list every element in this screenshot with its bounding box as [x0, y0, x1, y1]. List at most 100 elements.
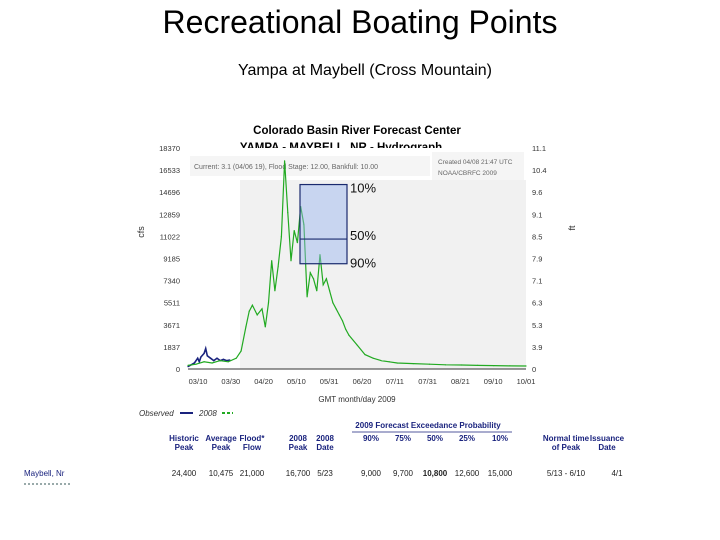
table-header: 75%	[395, 434, 411, 443]
data-point-2008	[256, 314, 258, 316]
y-tick-right: 5.3	[532, 321, 542, 330]
x-tick: 06/20	[353, 377, 372, 386]
y-tick-left: 12859	[159, 210, 180, 219]
data-point-2008	[444, 364, 447, 366]
exceedance-label: 10%	[350, 181, 376, 196]
data-point-2008	[335, 308, 337, 310]
data-point-2008	[264, 326, 266, 328]
data-point-2008	[203, 361, 205, 363]
y-tick-right: 8.5	[532, 232, 542, 241]
data-point-2008	[309, 272, 311, 274]
table-cell: 9,000	[361, 469, 382, 478]
data-point-2008	[356, 344, 358, 346]
data-point-2008	[316, 290, 318, 292]
table-header: 90%	[363, 434, 379, 443]
data-point-2008	[293, 230, 295, 232]
data-point-2008	[322, 284, 324, 286]
x-tick: 03/10	[189, 377, 208, 386]
data-point-2008	[283, 160, 286, 162]
exceedance-label: 50%	[350, 228, 376, 243]
y-axis-left-label: cfs	[136, 226, 146, 238]
data-point-2008	[338, 314, 340, 316]
x-axis: 03/10 03/30 04/20 05/10 05/31 06/20 07/11 07/31…	[189, 377, 536, 386]
y-tick-right: 11.1	[532, 144, 546, 153]
exceedance-box	[299, 183, 348, 265]
y-tick-right: 6.3	[532, 299, 542, 308]
data-point-2008	[240, 350, 242, 352]
series-line-observed	[187, 345, 230, 368]
data-point-2008	[396, 362, 398, 364]
table-row-label: Maybell, Nr	[24, 469, 65, 478]
x-tick: 03/30	[221, 377, 240, 386]
y-tick-left: 7340	[163, 277, 180, 286]
x-tick: 09/10	[484, 377, 503, 386]
slide-title: Recreational Boating Points	[162, 4, 558, 40]
data-point-2008	[296, 242, 299, 244]
table-header: 2008	[289, 434, 307, 443]
table-cell: 21,000	[240, 469, 265, 478]
data-point-2008	[290, 260, 292, 262]
y-tick-left: 5511	[164, 299, 180, 308]
table-header: 10%	[492, 434, 508, 443]
data-point-2008	[195, 363, 197, 365]
data-point-2008	[277, 266, 279, 268]
data-point-2008	[274, 290, 276, 292]
y-axis-right-label: ft	[567, 225, 577, 231]
y-axis-left: 0 1837 3671 5511 7340 9185 11022 12859 14696 1653…	[159, 144, 180, 374]
data-point-2008	[525, 365, 527, 367]
table-header: Normal time	[543, 434, 590, 443]
x-tick: 07/31	[418, 377, 437, 386]
table-cell: 10,800	[423, 469, 448, 478]
data-point-observed	[187, 365, 189, 368]
info-text-right-1: Created 04/08 21:47 UTC	[438, 159, 513, 166]
data-point-2008	[348, 334, 350, 336]
data-point-2008	[235, 357, 237, 359]
y-tick-left: 16533	[159, 166, 180, 175]
table-cell: 15,000	[488, 469, 513, 478]
x-tick: 10/01	[517, 377, 536, 386]
data-point-2008	[388, 361, 390, 363]
data-point-2008	[477, 364, 479, 366]
y-tick-right: 0	[532, 365, 536, 374]
data-point-2008	[332, 302, 334, 304]
data-point-2008	[261, 308, 263, 310]
data-point-2008	[319, 254, 321, 256]
y-tick-left: 1837	[163, 343, 180, 352]
table-header: Date	[316, 443, 334, 452]
table-header: Flow	[243, 443, 262, 452]
table-cell: 10,475	[209, 469, 234, 478]
table-cell: 16,700	[286, 469, 311, 478]
data-point-2008	[303, 224, 305, 226]
chart-title: Colorado Basin River Forecast Center	[253, 125, 461, 137]
y-tick-right: 9.6	[532, 188, 542, 197]
data-point-2008	[187, 364, 189, 366]
table-cell: 24,400	[172, 469, 197, 478]
y-axis-right: 0 3.9 5.3 6.3 7.1 7.9 8.5 9.1 9.6 10.4 11.1	[532, 144, 547, 374]
data-point-2008	[341, 320, 344, 322]
table-header: 2008	[316, 434, 334, 443]
data-point-observed	[206, 355, 208, 357]
y-tick-right: 7.1	[532, 277, 542, 286]
info-box-right	[432, 152, 524, 180]
table-cell: 12,600	[455, 469, 480, 478]
table-header: 25%	[459, 434, 475, 443]
legend-label-2008: 2008	[198, 409, 217, 418]
x-tick: 04/20	[254, 377, 273, 386]
y-tick-right: 9.1	[532, 210, 542, 219]
series-line-2008	[187, 160, 527, 367]
y-tick-left: 9185	[163, 255, 180, 264]
x-axis-label: GMT month/day 2009	[318, 395, 396, 404]
data-point-2008	[428, 363, 431, 365]
table-header: Peak	[289, 443, 308, 452]
table-header: Date	[598, 443, 616, 452]
table-header: Flood*	[240, 434, 266, 443]
data-point-2008	[245, 326, 247, 328]
slide-subtitle: Yampa at Maybell (Cross Mountain)	[237, 62, 493, 79]
data-point-2008	[329, 290, 331, 292]
y-tick-left: 18370	[159, 144, 180, 153]
data-point-2008	[267, 302, 270, 304]
data-point-2008	[227, 361, 229, 363]
data-point-2008	[287, 212, 289, 214]
data-point-2008	[380, 359, 382, 362]
info-box-left	[190, 156, 430, 176]
